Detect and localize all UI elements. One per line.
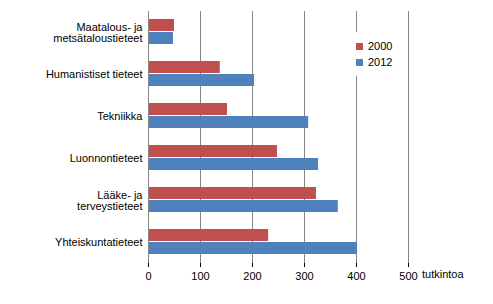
svg-text:Luonnontieteet: Luonnontieteet	[70, 152, 143, 164]
svg-text:100: 100	[191, 270, 209, 282]
svg-text:200: 200	[243, 270, 261, 282]
svg-text:Humanistiset tieteet: Humanistiset tieteet	[46, 68, 143, 80]
svg-text:500: 500	[399, 270, 417, 282]
svg-text:Yhteiskuntatieteet: Yhteiskuntatieteet	[55, 236, 142, 248]
svg-text:Lääke- jaterveystieteet: Lääke- jaterveystieteet	[77, 189, 143, 212]
html-text:2012: 2012	[368, 56, 393, 68]
svg-text:0: 0	[145, 270, 151, 282]
svg-text:Tekniikka: Tekniikka	[97, 110, 143, 122]
svg-text:Maatalous- jametsätaloustietee: Maatalous- jametsätaloustieteet	[53, 21, 143, 44]
svg-text:400: 400	[347, 270, 365, 282]
svg-text:300: 300	[295, 270, 313, 282]
html-text:2000: 2000	[368, 40, 393, 52]
html-text:tutkintoa: tutkintoa	[422, 268, 464, 280]
